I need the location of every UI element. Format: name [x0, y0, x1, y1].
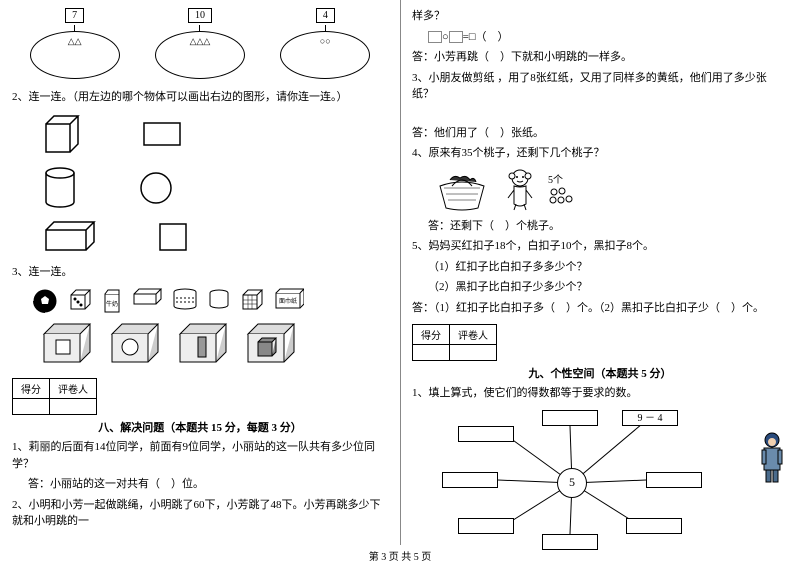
eq-box	[449, 31, 463, 43]
score-label: 得分	[13, 379, 50, 399]
q2-ans: 答：小芳再跳（ ）下就和小明跳的一样多。	[412, 49, 788, 66]
oval-shape: ○○	[280, 31, 370, 79]
rect-icon	[142, 121, 182, 147]
op: ○	[442, 31, 449, 43]
num-box: 4	[316, 8, 335, 23]
section9-title: 九、个性空间（本题共 5 分）	[412, 365, 788, 381]
drum-icon	[208, 288, 230, 310]
q5-2: （2）黑扣子比白扣子少多少个？	[412, 279, 788, 296]
basket-icon	[432, 168, 492, 212]
oval-item: 10 △△△	[155, 8, 245, 79]
q2-text: 2、连一连。（用左边的哪个物体可以画出右边的图形，请你连一连。）	[12, 89, 388, 106]
character-icon	[754, 430, 790, 486]
surface-square-icon	[42, 322, 92, 364]
score-cell	[50, 399, 97, 415]
oval-shape: △△	[30, 31, 120, 79]
cylinder-icon	[42, 166, 78, 210]
eq-line: ○ =□（ ）	[412, 29, 788, 46]
shapes-match-grid	[12, 112, 388, 254]
q5-1: （1）红扣子比白扣子多多少个？	[412, 259, 788, 276]
svg-text:面巾纸: 面巾纸	[279, 297, 297, 305]
q3-text: 3、连一连。	[12, 264, 388, 281]
surface-rect-icon	[178, 322, 228, 364]
spider-center: 5	[557, 468, 587, 498]
score-cell	[13, 399, 50, 415]
oval-item: 4 ○○	[280, 8, 370, 79]
s8-q1: 1、莉丽的后面有14位同学，前面有9位同学，小丽站的这一队共有多少位同学？	[12, 439, 388, 472]
s8-q1-ans: 答：小丽站的这一对共有（ ）位。	[12, 476, 388, 493]
box-icon: 面巾纸	[274, 288, 304, 310]
s9-q1: 1、填上算式，使它们的得数都等于要求的数。	[412, 385, 788, 402]
surface-circle-icon	[110, 322, 160, 364]
page-footer: 第 3 页 共 5 页	[0, 545, 800, 563]
spider-box-given: 9 － 4	[622, 410, 678, 426]
num-box: 10	[188, 8, 212, 23]
dice-icon	[68, 288, 92, 312]
cube-icon	[42, 112, 82, 156]
num-box: 7	[65, 8, 84, 23]
spider-box	[542, 534, 598, 550]
eraser-icon	[132, 288, 162, 306]
spider-diagram: 5 9 － 4	[442, 408, 702, 548]
score-label: 得分	[413, 325, 450, 345]
section8-title: 八、解决问题（本题共 15 分，每题 3 分）	[12, 419, 388, 435]
oval-content: ○○	[320, 36, 331, 46]
q3: 3、小朋友做剪纸 ，用了8张红纸，又用了同样多的黄纸，他们用了多少张纸？	[412, 70, 788, 103]
surfaces-row	[12, 322, 388, 364]
svg-text:牛奶: 牛奶	[106, 300, 118, 308]
score-label: 评卷人	[450, 325, 497, 345]
spider-box	[542, 410, 598, 426]
ball-icon	[32, 288, 58, 314]
cuboid-icon	[42, 220, 98, 254]
can-icon	[172, 288, 198, 310]
q4-ans: 答：还剩下（ ）个桃子。	[412, 218, 788, 235]
score-table-9: 得分评卷人	[412, 324, 497, 361]
spider-box	[626, 518, 682, 534]
peach-group: 5个	[548, 171, 578, 208]
peach-label: 5个	[548, 171, 578, 186]
oval-shape: △△△	[155, 31, 245, 79]
spider-box	[646, 472, 702, 488]
circle-icon	[138, 170, 174, 206]
objects-row: 牛奶 面巾纸	[12, 288, 388, 314]
score-cell	[413, 345, 450, 361]
score-cell	[450, 345, 497, 361]
score-table-8: 得分评卷人	[12, 378, 97, 415]
peaches-icon	[548, 186, 578, 208]
oval-content: △△	[68, 36, 82, 47]
left-column: 7 △△ 10 △△△ 4 ○○ 2、连一连。（用左边的哪个物体可以画出右边的图…	[0, 0, 400, 545]
q5-ans: 答：（1）红扣子比白扣子多（ ）个。（2）黑扣子比白扣子少（ ）个。	[412, 300, 788, 317]
rubik-icon	[240, 288, 264, 312]
spider-box	[458, 426, 514, 442]
square-icon	[158, 222, 188, 252]
right-column: 样多？ ○ =□（ ） 答：小芳再跳（ ）下就和小明跳的一样多。 3、小朋友做剪纸…	[400, 0, 800, 545]
basket-area: 5个	[412, 168, 788, 212]
oval-content: △△△	[190, 36, 211, 47]
s8-q2: 2、小明和小芳一起做跳绳，小明跳了60下，小芳跳了48下。小芳再跳多少下就和小明…	[12, 497, 388, 530]
milk-icon: 牛奶	[102, 288, 122, 314]
monkey-icon	[502, 168, 538, 212]
eq-box	[428, 31, 442, 43]
oval-row: 7 △△ 10 △△△ 4 ○○	[12, 8, 388, 79]
eq-suffix: =□（ ）	[463, 31, 509, 43]
oval-item: 7 △△	[30, 8, 120, 79]
q5: 5、妈妈买红扣子18个，白扣子10个，黑扣子8个。	[412, 238, 788, 255]
score-label: 评卷人	[50, 379, 97, 399]
q4: 4、原来有35个桃子，还剩下几个桃子？	[412, 145, 788, 162]
q2-cont: 样多？	[412, 8, 788, 25]
surface-cuboid-icon	[246, 322, 296, 364]
spider-box	[442, 472, 498, 488]
q3-ans: 答：他们用了（ ）张纸。	[412, 125, 788, 142]
spider-box	[458, 518, 514, 534]
